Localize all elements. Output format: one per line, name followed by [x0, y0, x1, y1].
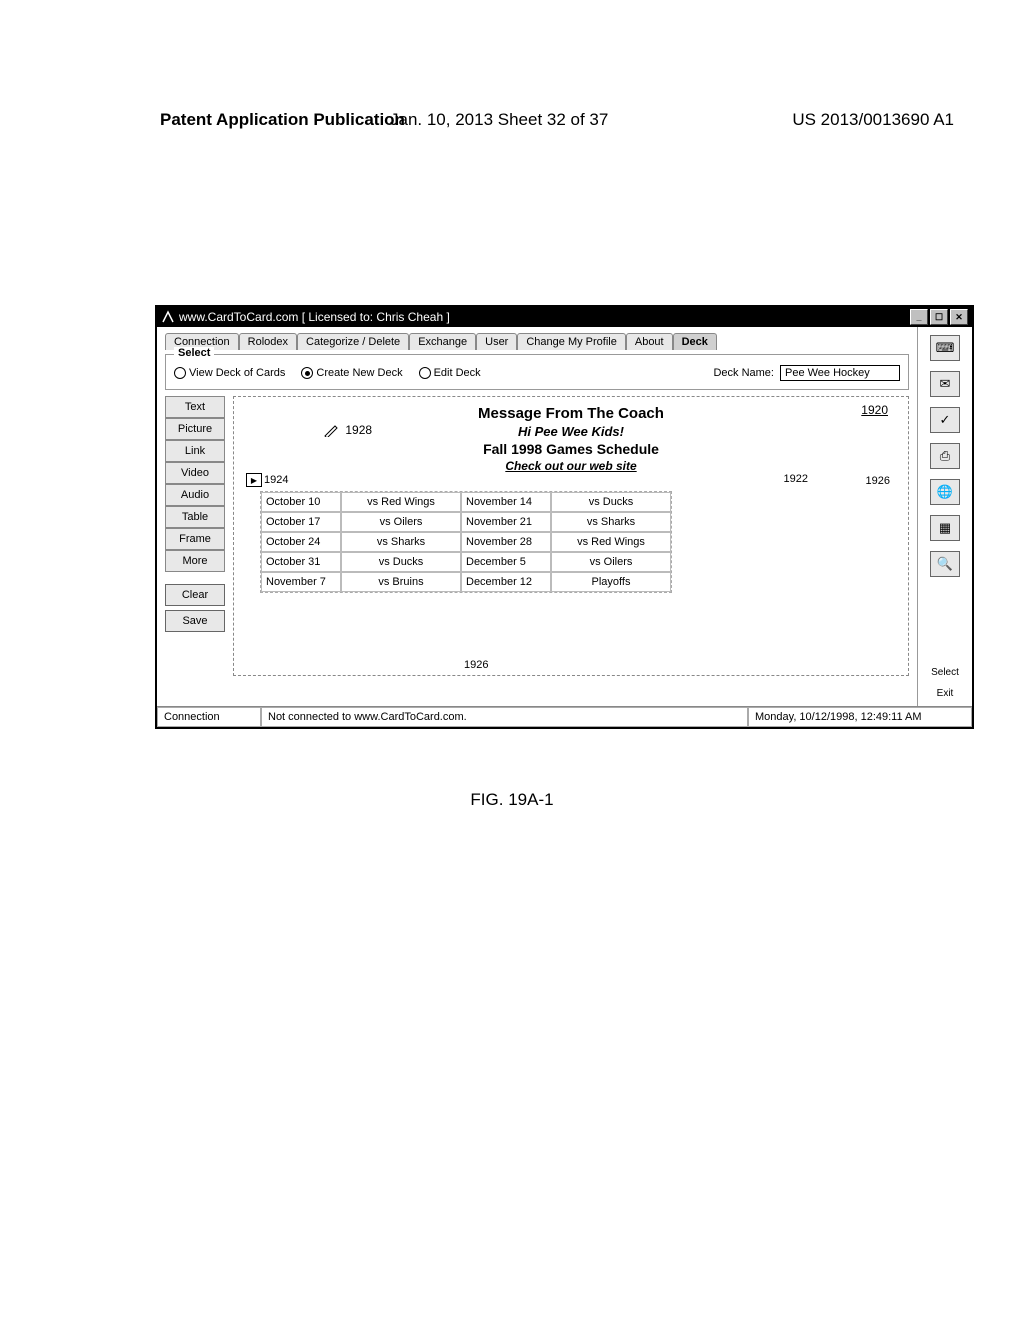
tab-rolodex[interactable]: Rolodex	[239, 333, 297, 350]
statusbar: Connection Not connected to www.CardToCa…	[157, 706, 972, 727]
schedule-title: Fall 1998 Games Schedule	[242, 441, 900, 457]
table-cell: vs Red Wings	[341, 492, 461, 512]
tool-frame[interactable]: Frame	[165, 528, 225, 550]
ref-1920: 1920	[861, 403, 888, 417]
save-button[interactable]: Save	[165, 610, 225, 632]
radio-icon	[301, 367, 313, 379]
tab-change-profile[interactable]: Change My Profile	[517, 333, 626, 350]
web-link[interactable]: Check out our web site	[242, 459, 900, 473]
grid-icon[interactable]: ▦	[930, 515, 960, 541]
deck-name-input[interactable]: Pee Wee Hockey	[780, 365, 900, 381]
table-cell: Playoffs	[551, 572, 671, 592]
tool-more[interactable]: More	[165, 550, 225, 572]
globe-icon[interactable]: 🌐	[930, 479, 960, 505]
schedule-table: October 10 vs Red Wings November 14 vs D…	[260, 491, 672, 593]
print-icon[interactable]: ⎙	[930, 443, 960, 469]
status-datetime: Monday, 10/12/1998, 12:49:11 AM	[748, 707, 972, 727]
table-cell: vs Bruins	[341, 572, 461, 592]
table-cell: November 21	[461, 512, 551, 532]
audio-annotation: ▶ 1924	[246, 473, 288, 487]
table-cell: vs Ducks	[341, 552, 461, 572]
tab-categorize[interactable]: Categorize / Delete	[297, 333, 409, 350]
tab-user[interactable]: User	[476, 333, 517, 350]
tab-deck[interactable]: Deck	[673, 333, 717, 350]
ref-1928: 1928	[345, 423, 372, 437]
keyboard-icon[interactable]: ⌨	[930, 335, 960, 361]
check-icon[interactable]: ✓	[930, 407, 960, 433]
tool-audio[interactable]: Audio	[165, 484, 225, 506]
pub-header-left: Patent Application Publication	[160, 110, 405, 130]
tool-sidebar: Text Picture Link Video Audio Table Fram…	[165, 396, 225, 676]
figure-label: FIG. 19A-1	[0, 790, 1024, 810]
app-window: www.CardToCard.com [ Licensed to: Chris …	[155, 305, 974, 729]
radio-icon	[174, 367, 186, 379]
pub-header-center: Jan. 10, 2013 Sheet 32 of 37	[390, 110, 608, 130]
canvas-area: 1920 Message From The Coach 1928 Hi Pee …	[233, 396, 909, 676]
message-title: Message From The Coach	[242, 405, 900, 422]
status-connection-text: Not connected to www.CardToCard.com.	[261, 707, 748, 727]
exit-button[interactable]: Exit	[937, 688, 954, 699]
table-cell: December 12	[461, 572, 551, 592]
tabs-row: Connection Rolodex Categorize / Delete E…	[165, 333, 909, 350]
table-cell: October 24	[261, 532, 341, 552]
deck-name-label: Deck Name:	[713, 367, 774, 379]
select-group: Select View Deck of Cards Create New Dec…	[165, 354, 909, 390]
table-cell: November 7	[261, 572, 341, 592]
tab-exchange[interactable]: Exchange	[409, 333, 476, 350]
table-cell: October 10	[261, 492, 341, 512]
ref-1922: 1922	[784, 473, 808, 485]
titlebar: www.CardToCard.com [ Licensed to: Chris …	[157, 307, 972, 327]
app-icon	[161, 310, 175, 324]
audio-icon: ▶	[246, 473, 262, 487]
radio-view-deck[interactable]: View Deck of Cards	[174, 367, 285, 379]
right-toolbar: ⌨ ✉ ✓ ⎙ 🌐 ▦ 🔍 Select Exit	[917, 327, 972, 707]
zoom-icon[interactable]: 🔍	[930, 551, 960, 577]
radio-label: View Deck of Cards	[189, 367, 285, 379]
pub-header-right: US 2013/0013690 A1	[792, 110, 954, 130]
radio-label: Create New Deck	[316, 367, 402, 379]
close-button[interactable]: ✕	[950, 309, 968, 325]
minimize-button[interactable]: _	[910, 309, 928, 325]
tab-about[interactable]: About	[626, 333, 673, 350]
maximize-button[interactable]: ☐	[930, 309, 948, 325]
table-cell: November 14	[461, 492, 551, 512]
mail-icon[interactable]: ✉	[930, 371, 960, 397]
ref-1926-top: 1926	[866, 475, 890, 487]
table-cell: vs Sharks	[551, 512, 671, 532]
table-cell: October 17	[261, 512, 341, 532]
table-cell: vs Red Wings	[551, 532, 671, 552]
radio-icon	[419, 367, 431, 379]
table-cell: vs Oilers	[551, 552, 671, 572]
ref-1924: 1924	[264, 474, 288, 486]
tool-table[interactable]: Table	[165, 506, 225, 528]
window-controls: _ ☐ ✕	[910, 309, 968, 325]
table-cell: vs Oilers	[341, 512, 461, 532]
tool-video[interactable]: Video	[165, 462, 225, 484]
select-label[interactable]: Select	[931, 667, 959, 678]
table-cell: vs Ducks	[551, 492, 671, 512]
table-cell: October 31	[261, 552, 341, 572]
radio-label: Edit Deck	[434, 367, 481, 379]
clear-button[interactable]: Clear	[165, 584, 225, 606]
pencil-annotation: 1928	[324, 423, 372, 437]
tool-link[interactable]: Link	[165, 440, 225, 462]
select-group-label: Select	[174, 347, 214, 359]
ref-1926-bottom: 1926	[464, 659, 488, 671]
radio-create-deck[interactable]: Create New Deck	[301, 367, 402, 379]
table-cell: vs Sharks	[341, 532, 461, 552]
radio-edit-deck[interactable]: Edit Deck	[419, 367, 481, 379]
table-cell: December 5	[461, 552, 551, 572]
window-title: www.CardToCard.com [ Licensed to: Chris …	[179, 310, 450, 324]
table-cell: November 28	[461, 532, 551, 552]
tool-text[interactable]: Text	[165, 396, 225, 418]
tool-picture[interactable]: Picture	[165, 418, 225, 440]
status-connection-label: Connection	[157, 707, 261, 727]
